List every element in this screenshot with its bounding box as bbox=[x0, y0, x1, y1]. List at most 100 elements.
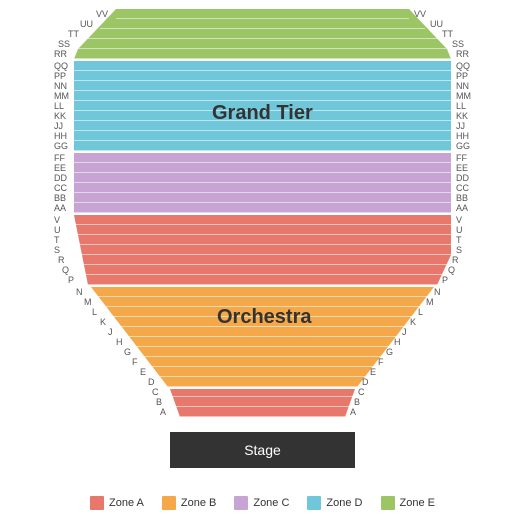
row-label-right: P bbox=[442, 275, 448, 285]
row-line bbox=[168, 386, 357, 387]
row-label-left: QQ bbox=[54, 61, 68, 71]
row-label-left: V bbox=[54, 215, 60, 225]
legend-swatch-zone-c bbox=[234, 496, 248, 510]
row-label-left: EE bbox=[54, 163, 66, 173]
row-label-left: A bbox=[160, 407, 166, 417]
row-label-left: G bbox=[124, 347, 131, 357]
row-line bbox=[74, 254, 451, 255]
row-label-left: NN bbox=[54, 81, 67, 91]
row-label-left: L bbox=[92, 307, 97, 317]
row-label-right: D bbox=[362, 377, 369, 387]
zone-shape-zoneE bbox=[74, 9, 451, 59]
row-label-right: G bbox=[386, 347, 393, 357]
row-label-left: BB bbox=[54, 193, 66, 203]
row-label-left: FF bbox=[54, 153, 65, 163]
row-line bbox=[116, 18, 409, 19]
row-label-left: JJ bbox=[54, 121, 63, 131]
row-line bbox=[160, 376, 365, 377]
row-label-right: B bbox=[354, 397, 360, 407]
row-label-right: TT bbox=[442, 29, 453, 39]
row-label-right: KK bbox=[456, 111, 468, 121]
row-line bbox=[172, 396, 353, 397]
row-line bbox=[74, 244, 451, 245]
row-label-right: K bbox=[410, 317, 416, 327]
row-label-left: DD bbox=[54, 173, 67, 183]
row-label-left: P bbox=[68, 275, 74, 285]
legend-label: Zone C bbox=[253, 497, 289, 509]
row-line bbox=[82, 274, 443, 275]
stage-box: Stage bbox=[170, 432, 355, 468]
row-label-right: VV bbox=[414, 9, 426, 19]
row-line bbox=[74, 172, 451, 173]
row-label-right: EE bbox=[456, 163, 468, 173]
legend-label: Zone D bbox=[326, 497, 362, 509]
row-label-left: S bbox=[54, 245, 60, 255]
row-label-left: VV bbox=[96, 9, 108, 19]
row-label-right: V bbox=[456, 215, 462, 225]
row-label-left: K bbox=[100, 317, 106, 327]
row-label-right: LL bbox=[456, 101, 466, 111]
row-line bbox=[74, 90, 451, 91]
row-label-left: U bbox=[54, 225, 61, 235]
legend-label: Zone A bbox=[109, 497, 144, 509]
row-label-left: CC bbox=[54, 183, 67, 193]
row-label-left: M bbox=[84, 297, 92, 307]
row-label-right: N bbox=[434, 287, 441, 297]
row-label-left: RR bbox=[54, 49, 67, 59]
row-label-left: N bbox=[76, 287, 83, 297]
row-line bbox=[176, 406, 349, 407]
row-line bbox=[74, 150, 451, 151]
row-label-right: S bbox=[456, 245, 462, 255]
legend-item-zone-e: Zone E bbox=[381, 496, 435, 510]
row-line bbox=[74, 100, 451, 101]
legend-item-zone-c: Zone C bbox=[234, 496, 289, 510]
row-line bbox=[74, 224, 451, 225]
row-line bbox=[100, 28, 425, 29]
row-label-left: F bbox=[132, 357, 138, 367]
row-label-right: T bbox=[456, 235, 462, 245]
row-label-left: GG bbox=[54, 141, 68, 151]
row-label-right: U bbox=[456, 225, 463, 235]
row-label-right: QQ bbox=[456, 61, 470, 71]
row-label-left: E bbox=[140, 367, 146, 377]
row-line bbox=[88, 38, 437, 39]
row-line bbox=[74, 182, 451, 183]
row-label-right: F bbox=[378, 357, 384, 367]
row-label-left: UU bbox=[80, 19, 93, 29]
row-label-left: AA bbox=[54, 203, 66, 213]
row-label-right: NN bbox=[456, 81, 469, 91]
row-label-left: R bbox=[58, 255, 65, 265]
row-label-right: H bbox=[394, 337, 401, 347]
row-label-right: J bbox=[402, 327, 407, 337]
row-label-left: H bbox=[116, 337, 123, 347]
row-line bbox=[74, 58, 451, 59]
row-label-right: BB bbox=[456, 193, 468, 203]
row-label-right: CC bbox=[456, 183, 469, 193]
row-label-right: DD bbox=[456, 173, 469, 183]
legend-swatch-zone-e bbox=[381, 496, 395, 510]
row-label-right: FF bbox=[456, 153, 467, 163]
row-line bbox=[78, 264, 447, 265]
row-line bbox=[74, 212, 451, 213]
row-label-left: SS bbox=[58, 39, 70, 49]
row-line bbox=[74, 234, 451, 235]
legend-swatch-zone-b bbox=[162, 496, 176, 510]
row-label-right: PP bbox=[456, 71, 468, 81]
row-label-left: Q bbox=[62, 265, 69, 275]
row-line bbox=[74, 202, 451, 203]
legend-item-zone-a: Zone A bbox=[90, 496, 144, 510]
row-line bbox=[74, 70, 451, 71]
row-label-left: C bbox=[152, 387, 159, 397]
row-label-right: UU bbox=[430, 19, 443, 29]
row-label-right: C bbox=[358, 387, 365, 397]
stage-label: Stage bbox=[244, 442, 281, 458]
row-label-left: TT bbox=[68, 29, 79, 39]
legend-swatch-zone-a bbox=[90, 496, 104, 510]
row-label-left: LL bbox=[54, 101, 64, 111]
legend-item-zone-d: Zone D bbox=[307, 496, 362, 510]
legend-swatch-zone-d bbox=[307, 496, 321, 510]
row-line bbox=[152, 366, 373, 367]
legend-label: Zone B bbox=[181, 497, 216, 509]
row-label-right: HH bbox=[456, 131, 469, 141]
legend-label: Zone E bbox=[400, 497, 435, 509]
